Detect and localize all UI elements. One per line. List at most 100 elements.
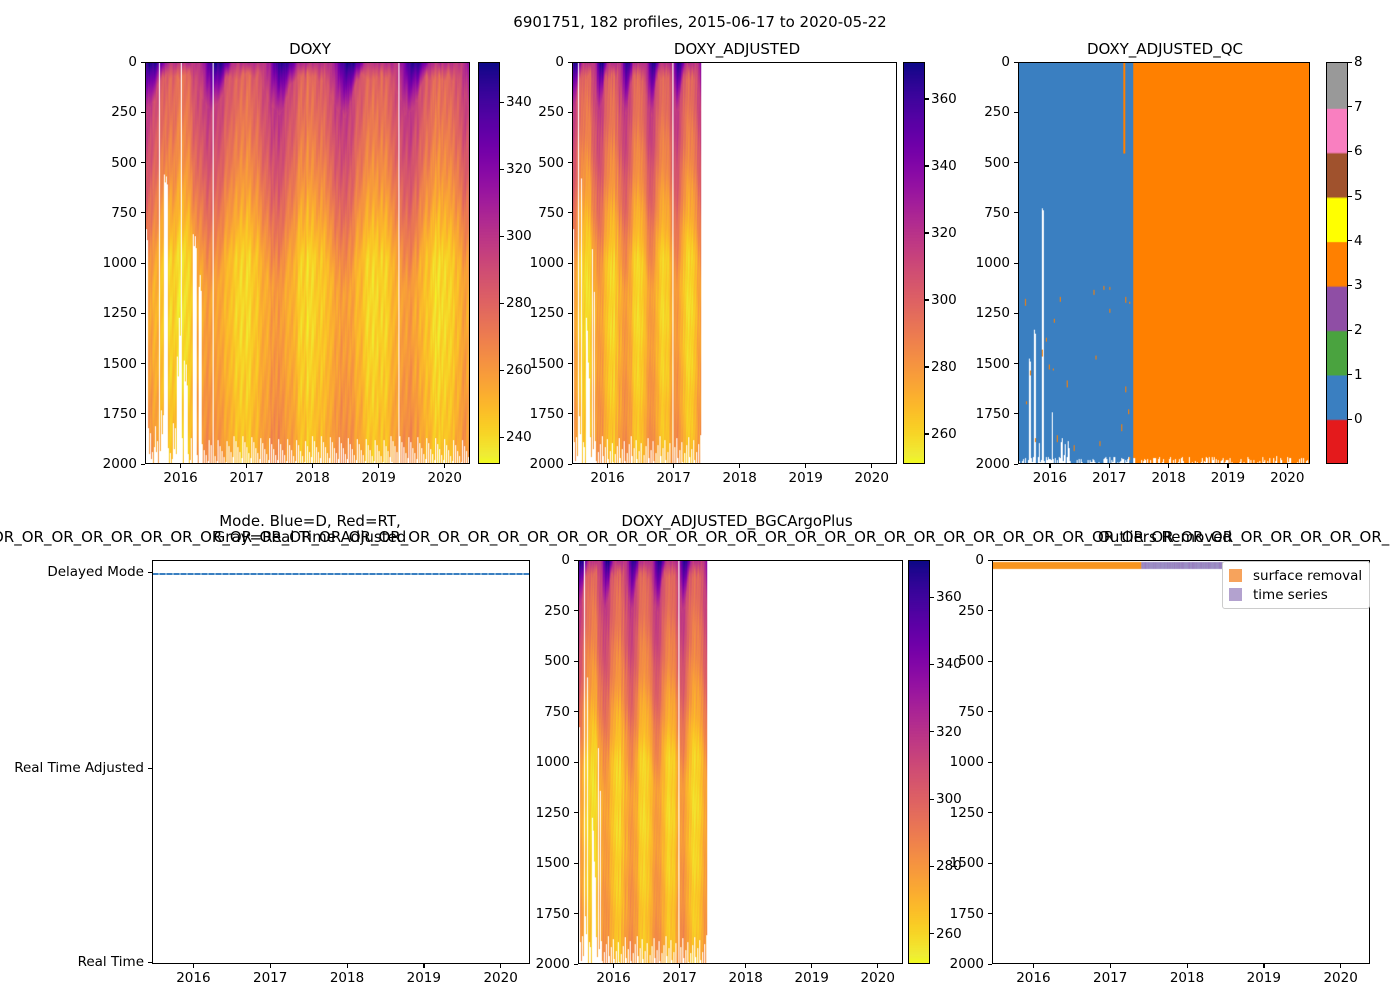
qc-xtick-mark-2016: [1049, 464, 1051, 468]
adj-xtick-mark-2019: [805, 464, 807, 468]
qc-cbtick-mark-6: [1348, 150, 1352, 153]
qc-ytick-label-1500: 1500: [975, 355, 1010, 372]
out-ytick-mark-0: [988, 559, 992, 561]
out-ytick-label-2000: 2000: [949, 956, 984, 972]
panel-doxy-adjusted-qc[interactable]: [1018, 62, 1310, 464]
doxy-xtick-label-2018: 2018: [295, 470, 330, 486]
out-ytick-mark-750: [988, 711, 992, 713]
bgc-ytick-mark-500: [574, 660, 578, 662]
out-ytick-mark-1500: [988, 862, 992, 864]
mode-ytick-mark-2: [148, 961, 152, 963]
doxy-cbtick-label-320: 320: [506, 161, 532, 178]
adj-cbtick-label-340: 340: [931, 157, 957, 174]
bgc-cbtick-label-300: 300: [936, 791, 962, 808]
outliers-band: [993, 561, 1369, 963]
out-xtick-mark-2017: [1109, 964, 1111, 968]
bgc-ytick-mark-1500: [574, 862, 578, 864]
doxy-colorbar[interactable]: [478, 62, 500, 464]
bgc-xtick-mark-2017: [679, 964, 681, 968]
qc-ytick-mark-1250: [1014, 312, 1018, 314]
adj-ytick-mark-500: [568, 162, 572, 164]
panel-outliers-removed[interactable]: [992, 560, 1370, 964]
out-ytick-label-0: 0: [975, 552, 984, 568]
bgc-cbtick-mark-280: [930, 865, 934, 868]
adj-cbtick-mark-280: [925, 366, 929, 368]
adj-xtick-label-2016: 2016: [590, 470, 625, 486]
adj-cbtick-label-320: 320: [931, 224, 957, 241]
bgc-cbtick-mark-260: [930, 933, 934, 935]
bgc-ytick-label-500: 500: [544, 653, 570, 669]
qc-ytick-mark-1000: [1014, 262, 1018, 264]
doxy-xtick-mark-2019: [378, 464, 380, 468]
bgc-ytick-label-2000: 2000: [535, 956, 570, 972]
bgc-ytick-label-1250: 1250: [535, 804, 570, 821]
mode-xtick-mark-2019: [423, 964, 425, 968]
legend-swatch-surface-removal: [1229, 569, 1242, 582]
legend-item-time-series[interactable]: time series: [1229, 585, 1362, 604]
panel-doxy-adjusted[interactable]: [572, 62, 897, 464]
adj-xtick-mark-2017: [673, 464, 675, 468]
qc-colorbar[interactable]: [1326, 62, 1348, 464]
or-repeat-string: OR_OR_OR_OR_OR_OR_OR_OR_OR_OR_OR_OR_OR_O…: [0, 528, 1390, 546]
qc-ytick-mark-500: [1014, 162, 1018, 164]
qc-xtick-mark-2017: [1108, 464, 1110, 468]
bgc-ytick-mark-250: [574, 610, 578, 612]
mode-ytick-label-0: Delayed Mode: [47, 564, 144, 580]
out-xtick-mark-2016: [1032, 964, 1035, 968]
bgcargoplus-colorbar-gradient: [909, 561, 929, 963]
adj-xtick-label-2017: 2017: [656, 470, 691, 486]
doxy-cbtick-label-340: 340: [506, 94, 532, 111]
doxy-ytick-label-1250: 1250: [102, 305, 137, 322]
doxy-xtick-label-2016: 2016: [163, 470, 198, 486]
qc-ytick-label-500: 500: [984, 154, 1010, 171]
mode-xtick-mark-2016: [192, 964, 195, 968]
doxy-ytick-label-750: 750: [111, 204, 137, 221]
doxy-ytick-mark-2000: [141, 463, 145, 465]
doxy-colorbar-gradient: [479, 63, 499, 463]
panel-title-doxy-adjusted-qc: DOXY_ADJUSTED_QC: [1086, 40, 1244, 58]
panel-title-outliers-removed: Outliers Removed: [1098, 528, 1232, 546]
qc-xtick-label-2017: 2017: [1092, 470, 1127, 486]
qc-xtick-label-2020: 2020: [1270, 470, 1305, 486]
panel-title-doxy-adjusted: DOXY_ADJUSTED: [673, 40, 801, 58]
bgc-cbtick-label-340: 340: [936, 656, 962, 673]
adj-ytick-mark-250: [568, 111, 572, 113]
adj-ytick-label-750: 750: [538, 204, 564, 221]
qc-xtick-label-2019: 2019: [1210, 470, 1246, 486]
doxy-cbtick-mark-260: [500, 369, 504, 371]
adj-cbtick-label-260: 260: [931, 425, 957, 442]
qc-ytick-mark-1500: [1014, 363, 1018, 365]
qc-cbtick-label-8: 8: [1354, 54, 1363, 70]
adj-ytick-mark-750: [568, 212, 572, 214]
qc-ytick-label-0: 0: [1001, 54, 1010, 70]
bgc-ytick-label-250: 250: [544, 602, 570, 619]
qc-ytick-label-1750: 1750: [975, 405, 1010, 422]
out-xtick-label-2020: 2020: [1323, 970, 1358, 986]
qc-cbtick-mark-2: [1348, 329, 1352, 331]
doxy-heatmap: [146, 63, 469, 463]
legend-item-surface-removal[interactable]: surface removal: [1229, 566, 1362, 585]
doxy-ytick-mark-1000: [141, 262, 145, 264]
adj-ytick-mark-0: [568, 61, 572, 63]
bgc-ytick-mark-0: [574, 559, 578, 561]
bgcargoplus-colorbar[interactable]: [908, 560, 930, 964]
panel-mode[interactable]: [152, 560, 530, 964]
panel-doxy[interactable]: [145, 62, 470, 464]
doxy-ytick-label-1750: 1750: [102, 405, 137, 422]
outliers-legend[interactable]: surface removal time series: [1222, 561, 1371, 609]
doxy-ytick-mark-250: [141, 111, 145, 113]
doxy-adjusted-heatmap: [573, 63, 896, 463]
mode-xtick-label-2018: 2018: [329, 970, 365, 986]
bgc-cbtick-label-360: 360: [936, 589, 962, 606]
doxy-adjusted-colorbar[interactable]: [903, 62, 925, 464]
adj-cbtick-label-280: 280: [931, 358, 957, 375]
adj-ytick-label-1750: 1750: [529, 405, 564, 422]
panel-doxy-adjusted-bgcargoplus[interactable]: [578, 560, 903, 964]
adj-ytick-label-1000: 1000: [529, 255, 564, 271]
adj-xtick-label-2020: 2020: [854, 470, 889, 486]
qc-ytick-mark-750: [1014, 212, 1018, 214]
doxy-cbtick-label-280: 280: [506, 295, 532, 312]
doxy-ytick-label-1000: 1000: [102, 255, 137, 271]
adj-cbtick-mark-360: [925, 98, 929, 100]
mode-xtick-label-2020: 2020: [483, 970, 518, 986]
